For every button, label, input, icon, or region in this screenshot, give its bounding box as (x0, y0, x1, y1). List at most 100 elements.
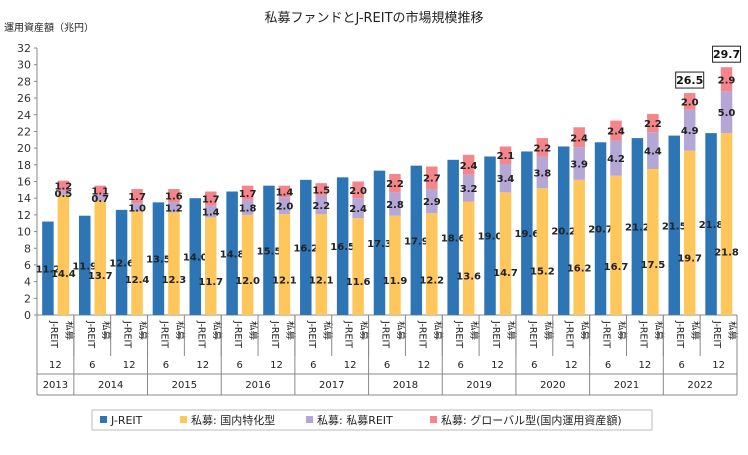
x-bar-label: 私募 (63, 321, 75, 341)
data-label-private: 2.2 (312, 201, 330, 212)
bar-private-segment (205, 217, 217, 315)
data-label-jreit: 11.9 (72, 261, 97, 272)
data-label-private: 14.7 (493, 268, 518, 279)
x-bar-label: J-REIT (453, 320, 464, 348)
y-tick-label: 12 (17, 209, 31, 222)
data-label-jreit: 17.9 (404, 236, 429, 247)
data-label-private: 19.7 (677, 253, 702, 264)
bar-private-segment (131, 203, 143, 212)
x-month-label: 12 (712, 360, 725, 371)
bar-private-segment (131, 189, 143, 204)
y-tick-label: 2 (24, 292, 31, 305)
x-year-label: 2013 (43, 380, 68, 391)
plot-area: 0246810121416182022242628303211.214.40.5… (17, 42, 742, 396)
data-label-private: 2.9 (718, 75, 736, 86)
bar-jreit (152, 202, 165, 315)
data-label-private: 14.4 (51, 269, 76, 280)
x-bar-label: 私募 (432, 321, 444, 341)
data-label-private: 2.7 (423, 174, 441, 185)
data-label-jreit: 19.0 (478, 232, 503, 243)
x-bar-label: J-REIT (85, 320, 96, 348)
bar-private-segment (241, 185, 254, 200)
bar-jreit (705, 133, 717, 315)
bar-private-segment (499, 146, 512, 164)
bar-private-segment (389, 215, 401, 315)
bar-private-segment (205, 191, 217, 206)
x-year-label: 2020 (540, 380, 565, 391)
bar-private-segment (536, 188, 549, 315)
x-bar-label: 私募 (137, 321, 149, 341)
x-month-label: 12 (270, 360, 283, 371)
bar-jreit (594, 142, 607, 315)
data-label-private: 16.7 (604, 262, 629, 273)
y-tick-label: 22 (17, 125, 31, 138)
bar-private-segment (426, 213, 438, 315)
data-label-private: 12.1 (272, 276, 297, 287)
x-bar-label: 私募 (100, 321, 112, 341)
legend-swatch (180, 416, 187, 423)
x-month-label: 6 (531, 360, 537, 371)
data-label-jreit: 20.7 (588, 225, 613, 236)
bar-jreit (631, 138, 644, 315)
legend-label: 私募: 私募REIT (317, 414, 393, 427)
x-month-label: 6 (310, 360, 316, 371)
x-bar-label: J-REIT (343, 320, 354, 348)
x-bar-label: 私募 (211, 321, 223, 341)
data-label-jreit: 15.5 (257, 246, 282, 257)
x-month-label: 12 (417, 360, 430, 371)
x-month-label: 12 (344, 360, 357, 371)
total-label: 26.5 (676, 74, 703, 87)
data-label-private: 0.5 (55, 189, 73, 200)
x-month-label: 12 (565, 360, 578, 371)
y-tick-label: 4 (24, 276, 31, 289)
x-year-label: 2016 (245, 380, 270, 391)
bar-private-segment (241, 199, 254, 215)
data-label-private: 16.2 (567, 264, 592, 275)
x-month-label: 12 (491, 360, 504, 371)
data-label-private: 2.8 (386, 200, 404, 211)
bar-private-segment (278, 197, 291, 215)
data-label-private: 2.4 (349, 204, 367, 215)
y-tick-label: 30 (17, 59, 31, 72)
x-bar-label: 私募 (395, 321, 407, 341)
bar-private-segment (610, 175, 622, 315)
x-bar-label: J-REIT (674, 320, 685, 348)
data-label-private: 2.4 (460, 161, 478, 172)
x-year-label: 2015 (172, 380, 197, 391)
bar-private-segment (241, 214, 254, 315)
bar-private-segment (647, 168, 659, 315)
x-bar-label: J-REIT (195, 320, 206, 348)
bar-jreit (189, 198, 202, 315)
x-month-label: 6 (679, 360, 685, 371)
bar-private-segment (278, 214, 291, 315)
data-label-private: 3.4 (497, 174, 515, 185)
y-tick-label: 6 (24, 259, 31, 272)
data-label-private: 1.6 (165, 192, 183, 203)
x-bar-label: J-REIT (269, 320, 280, 348)
x-bar-label: 私募 (542, 321, 554, 341)
bar-private-segment (499, 192, 512, 315)
y-tick-label: 0 (24, 309, 31, 322)
data-label-private: 0.7 (91, 194, 109, 205)
data-label-private: 1.2 (165, 203, 183, 214)
bar-private-segment (647, 132, 659, 169)
data-label-private: 4.2 (607, 154, 625, 165)
bar-jreit (521, 151, 533, 315)
bar-private-segment (352, 218, 364, 315)
bar-jreit (300, 179, 312, 315)
bar-private-segment (57, 180, 70, 191)
bar-private-segment (389, 192, 401, 216)
data-label-private: 5.0 (718, 108, 736, 119)
data-label-private: 1.2 (55, 182, 73, 193)
bar-private-segment (426, 166, 438, 190)
bar-private-segment (536, 156, 549, 189)
x-year-label: 2017 (319, 380, 344, 391)
data-label-private: 4.9 (681, 126, 699, 137)
x-month-label: 6 (605, 360, 611, 371)
data-label-private: 13.7 (88, 271, 113, 282)
bar-private-segment (573, 179, 585, 315)
x-bar-label: J-REIT (379, 320, 390, 348)
bar-private-segment (683, 93, 696, 110)
bar-private-segment (168, 212, 180, 315)
